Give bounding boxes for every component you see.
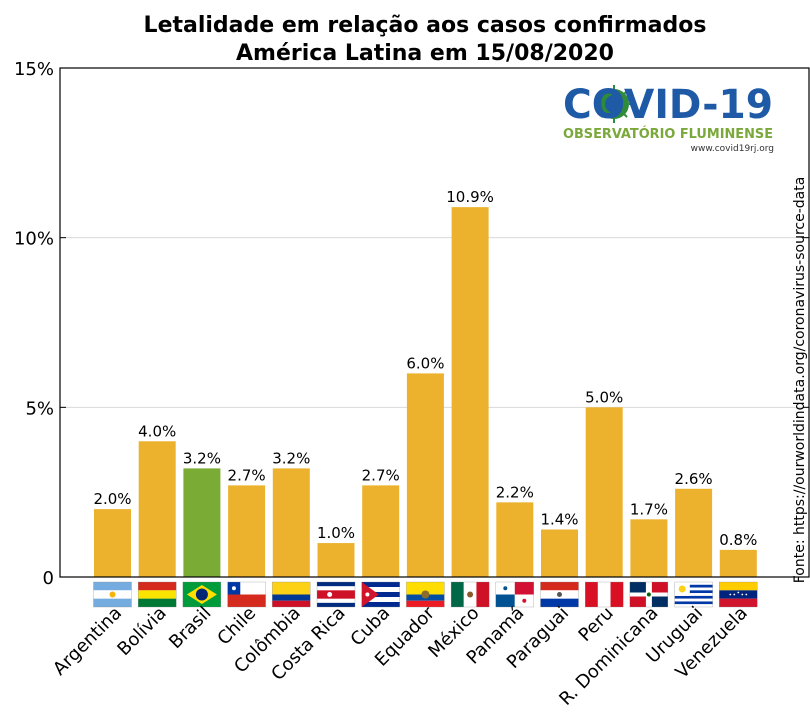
- bar: [228, 485, 266, 577]
- bar: [317, 543, 355, 577]
- uruguay-flag: [674, 581, 713, 608]
- peru-flag: [585, 581, 624, 608]
- bar-value-label: 3.2%: [272, 449, 310, 467]
- plot-frame: [59, 67, 810, 578]
- bar: [362, 485, 400, 577]
- bar: [541, 529, 578, 577]
- bar: [719, 549, 757, 577]
- y-tick-label: 5%: [25, 398, 54, 419]
- paraguay-flag: [540, 581, 579, 608]
- bar-value-label: 2.2%: [496, 483, 534, 501]
- bar: [585, 407, 623, 577]
- y-axis-ticks: 0 5% 10% 15%: [14, 59, 809, 589]
- bar: [138, 441, 176, 577]
- bar: [272, 468, 310, 577]
- dominican-republic-flag: [629, 581, 669, 608]
- chart-title-line1: Letalidade em relação aos casos confirma…: [144, 13, 707, 38]
- y-tick-label: 0: [43, 568, 54, 589]
- bar: [451, 207, 489, 578]
- mexico-flag: [450, 581, 490, 608]
- bar: [675, 488, 713, 577]
- bar-value-label: 4.0%: [138, 422, 176, 440]
- bars: [94, 207, 757, 578]
- bar-value-label: 2.0%: [93, 490, 131, 508]
- bar-value-label: 6.0%: [406, 354, 444, 372]
- bar-value-label: 1.4%: [540, 510, 578, 528]
- argentina-flag: [93, 581, 132, 608]
- category-label: Argentina: [49, 603, 126, 680]
- category-label: Bolívia: [113, 603, 170, 660]
- ecuador-flag: [406, 581, 445, 608]
- y-tick-label: 15%: [14, 59, 54, 80]
- category-label: Brasil: [165, 603, 215, 653]
- bar: [94, 509, 131, 577]
- bar-value-label: 0.8%: [719, 531, 757, 549]
- category-labels: ArgentinaBolíviaBrasilChileColômbiaCosta…: [49, 602, 752, 710]
- bar-value-label: 1.0%: [317, 524, 355, 542]
- venezuela-flag: [719, 581, 758, 608]
- costa-rica-flag: [316, 581, 356, 608]
- bar: [183, 468, 221, 577]
- bolivia-flag: [138, 581, 177, 608]
- bar: [406, 373, 444, 577]
- bar: [496, 502, 534, 577]
- bar-value-label: 5.0%: [585, 388, 623, 406]
- bar-value-label: 1.7%: [630, 500, 668, 518]
- y-tick-label: 10%: [14, 229, 54, 250]
- covid19-logo: COVID-19 OBSERVATÓRIO FLUMINENSE www.cov…: [563, 82, 774, 154]
- colombia-flag: [272, 581, 311, 608]
- bar-labels: 2.0% 4.0% 3.2% 2.7% 3.2% 1.0% 2.7% 6.0% 10.9% 2.2…: [93, 188, 757, 549]
- panama-flag: [495, 581, 534, 608]
- bar: [630, 519, 668, 577]
- brazil-flag: [182, 581, 222, 608]
- bar-value-label: 3.2%: [183, 449, 221, 467]
- logo-url: www.covid19rj.org: [691, 144, 774, 154]
- flags: [93, 581, 758, 608]
- chile-flag: [227, 581, 266, 608]
- bar-value-label: 10.9%: [446, 188, 494, 206]
- bar-value-label: 2.7%: [228, 466, 266, 484]
- logo-subtitle: OBSERVATÓRIO FLUMINENSE: [563, 126, 773, 142]
- virus-icon: [595, 85, 633, 123]
- cuba-flag: [361, 581, 400, 608]
- logo-main-text: COVID-19: [563, 82, 773, 128]
- source-note: Fonte: https://ourworldindata.org/corona…: [792, 177, 808, 584]
- bar-value-label: 2.6%: [675, 470, 713, 488]
- chart-title-line2: América Latina em 15/08/2020: [236, 41, 614, 66]
- bar-value-label: 2.7%: [362, 466, 400, 484]
